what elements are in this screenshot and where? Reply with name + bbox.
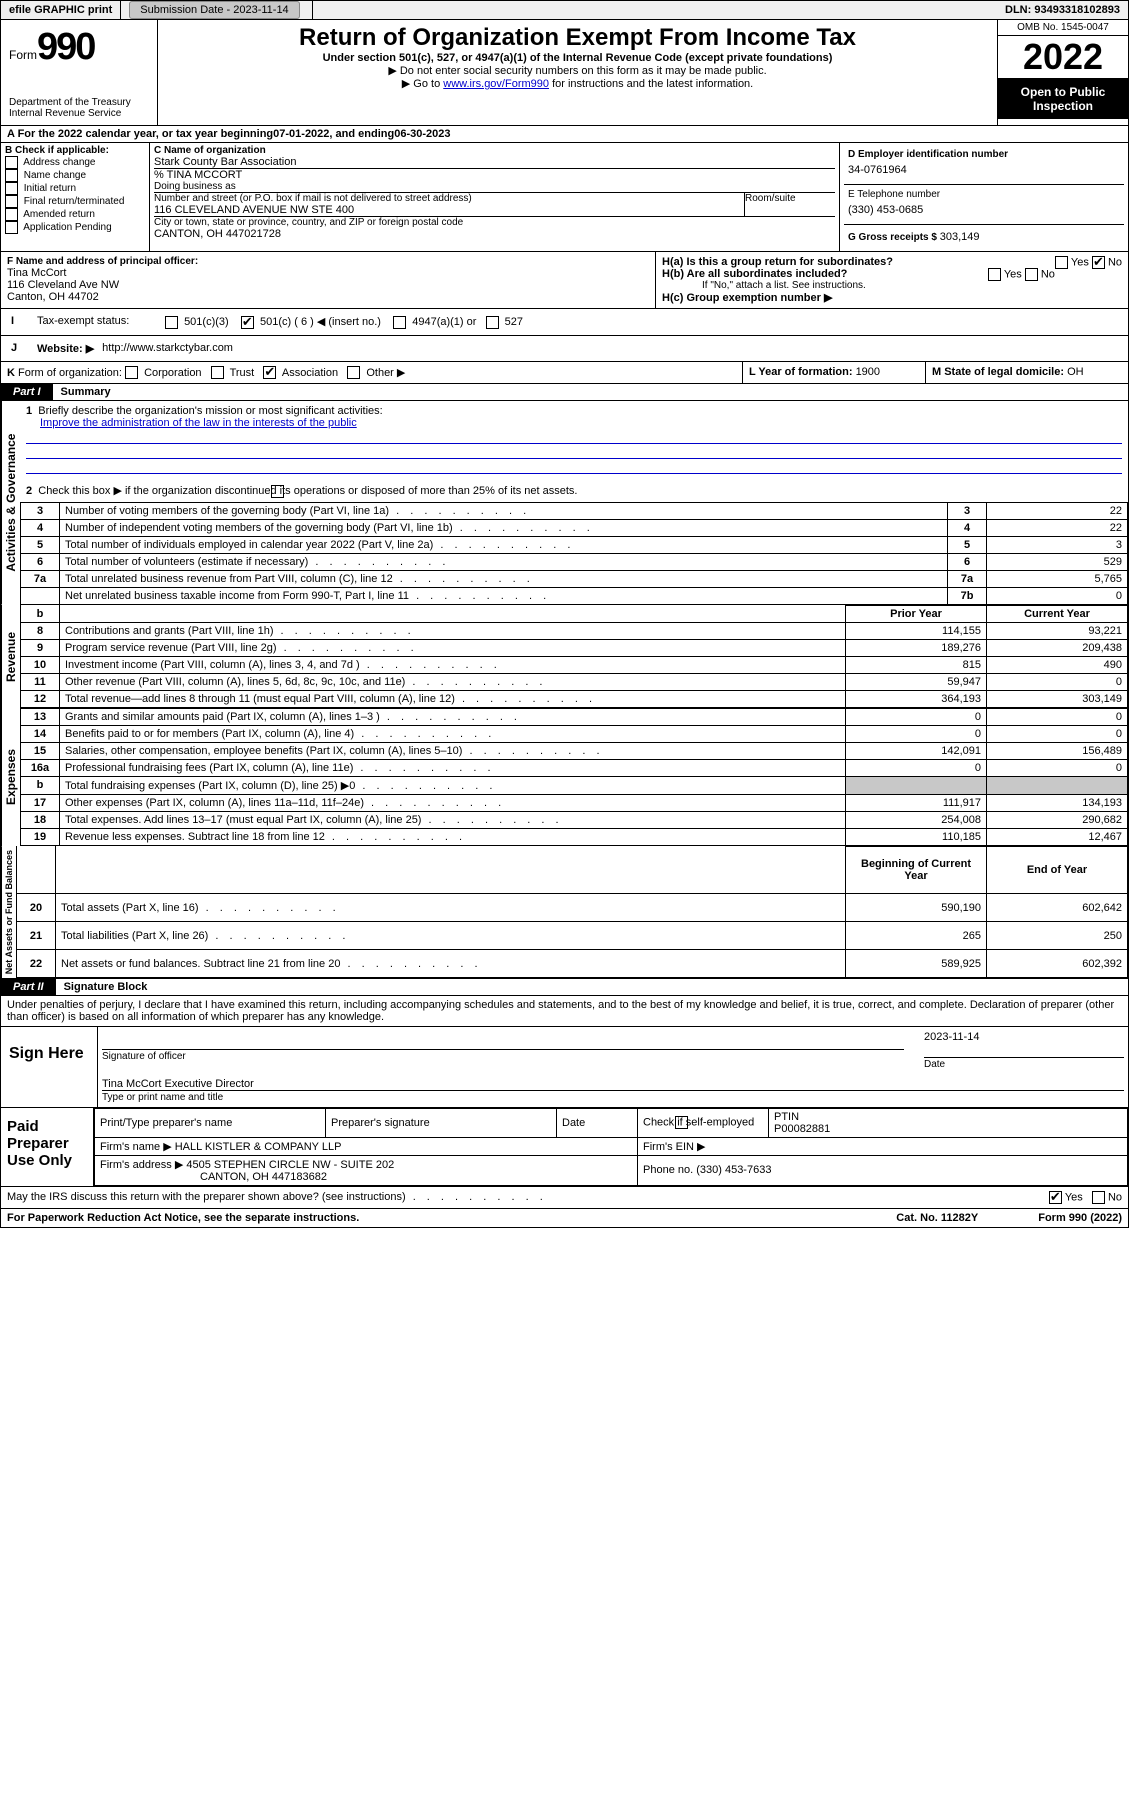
discuss-yes-checkbox[interactable]	[1049, 1191, 1062, 1204]
open-inspection-label: Open to Public Inspection	[998, 79, 1128, 119]
city-label: City or town, state or province, country…	[154, 217, 835, 228]
form-number: Form990	[9, 26, 149, 69]
officer-addr1: 116 Cleveland Ave NW	[7, 279, 649, 291]
form-subtitle-1: Under section 501(c), 527, or 4947(a)(1)…	[162, 52, 993, 64]
officer-group-block: F Name and address of principal officer:…	[0, 252, 1129, 309]
summary-expenses: Expenses 13Grants and similar amounts pa…	[0, 708, 1129, 846]
page-footer: For Paperwork Reduction Act Notice, see …	[0, 1209, 1129, 1228]
ha-label: H(a) Is this a group return for subordin…	[662, 256, 893, 268]
expenses-table: 13Grants and similar amounts paid (Part …	[20, 708, 1128, 846]
summary-governance: Activities & Governance 1 Briefly descri…	[0, 401, 1129, 605]
part1-header: Part I Summary	[0, 384, 1129, 401]
discuss-no-checkbox[interactable]	[1092, 1191, 1105, 1204]
sign-here-section: Sign Here Signature of officer 2023-11-1…	[0, 1027, 1129, 1108]
form-title: Return of Organization Exempt From Incom…	[162, 24, 993, 52]
period-row: A For the 2022 calendar year, or tax yea…	[0, 126, 1129, 143]
org-info-block: B Check if applicable: Address change Na…	[0, 143, 1129, 252]
city-value: CANTON, OH 447021728	[154, 228, 835, 240]
boxb-checkbox[interactable]	[5, 156, 18, 169]
hb-yes-checkbox[interactable]	[988, 268, 1001, 281]
boxk-checkbox[interactable]	[125, 366, 138, 379]
efile-label: efile GRAPHIC print	[1, 1, 121, 19]
box-c-name-label: C Name of organization	[154, 145, 835, 156]
ha-yes-checkbox[interactable]	[1055, 256, 1068, 269]
mission-text[interactable]: Improve the administration of the law in…	[40, 417, 357, 429]
527-checkbox[interactable]	[486, 316, 499, 329]
ha-no-checkbox[interactable]	[1092, 256, 1105, 269]
org-name: Stark County Bar Association	[154, 156, 835, 168]
vlabel-revenue: Revenue	[1, 605, 20, 708]
netassets-table: Beginning of Current YearEnd of Year20To…	[16, 846, 1128, 978]
submission-date-button[interactable]: Submission Date - 2023-11-14	[129, 1, 299, 19]
revenue-table: bPrior YearCurrent Year8Contributions an…	[20, 605, 1128, 708]
paid-preparer-section: Paid Preparer Use Only Print/Type prepar…	[0, 1108, 1129, 1187]
officer-name: Tina McCort	[7, 267, 649, 279]
vlabel-netassets: Net Assets or Fund Balances	[1, 846, 16, 978]
phone-value: (330) 453-0685	[848, 200, 1120, 220]
vlabel-governance: Activities & Governance	[1, 401, 20, 605]
summary-revenue: Revenue bPrior YearCurrent Year8Contribu…	[0, 605, 1129, 708]
boxb-checkbox[interactable]	[5, 208, 18, 221]
box-f-label: F Name and address of principal officer:	[7, 256, 649, 267]
website-row: J Website: ▶ http://www.starkctybar.com	[0, 336, 1129, 362]
4947-checkbox[interactable]	[393, 316, 406, 329]
part2-header: Part II Signature Block	[0, 979, 1129, 996]
irs-link[interactable]: www.irs.gov/Form990	[443, 78, 549, 90]
officer-addr2: Canton, OH 44702	[7, 291, 649, 303]
hc-label: H(c) Group exemption number ▶	[662, 291, 1122, 304]
governance-table: 3Number of voting members of the governi…	[20, 502, 1128, 605]
website-value: http://www.starkctybar.com	[98, 340, 237, 357]
street-label: Number and street (or P.O. box if mail i…	[154, 193, 744, 204]
klm-row: K Form of organization: Corporation Trus…	[0, 362, 1129, 385]
form-subtitle-2: ▶ Do not enter social security numbers o…	[162, 64, 993, 77]
501c-checkbox[interactable]	[241, 316, 254, 329]
boxb-checkbox[interactable]	[5, 195, 18, 208]
vlabel-expenses: Expenses	[1, 708, 20, 846]
box-e-label: E Telephone number	[848, 189, 1120, 200]
topbar: efile GRAPHIC print Submission Date - 20…	[0, 0, 1129, 20]
declaration-text: Under penalties of perjury, I declare th…	[0, 996, 1129, 1027]
box-b-label: B Check if applicable:	[5, 145, 145, 156]
box-g-label: G Gross receipts $	[848, 232, 940, 243]
hb-note: If "No," attach a list. See instructions…	[662, 280, 1122, 291]
discontinued-checkbox[interactable]	[271, 485, 284, 498]
summary-netassets: Net Assets or Fund Balances Beginning of…	[0, 846, 1129, 979]
boxb-checkbox[interactable]	[5, 169, 18, 182]
box-d-label: D Employer identification number	[848, 149, 1120, 160]
department-label: Department of the Treasury Internal Reve…	[9, 97, 149, 119]
dba-label: Doing business as	[154, 181, 835, 192]
boxk-checkbox[interactable]	[347, 366, 360, 379]
street-address: 116 CLEVELAND AVENUE NW STE 400	[154, 204, 744, 216]
care-of: % TINA MCCORT	[154, 169, 835, 181]
dln-label: DLN: 93493318102893	[997, 1, 1128, 19]
form-subtitle-3: ▶ Go to www.irs.gov/Form990 for instruct…	[162, 77, 993, 90]
boxk-checkbox[interactable]	[211, 366, 224, 379]
boxb-checkbox[interactable]	[5, 221, 18, 234]
hb-label: H(b) Are all subordinates included?	[662, 268, 847, 280]
gross-receipts: 303,149	[940, 231, 980, 243]
self-employed-checkbox[interactable]	[675, 1116, 688, 1129]
501c3-checkbox[interactable]	[165, 316, 178, 329]
form-header: Form990 Department of the Treasury Inter…	[0, 20, 1129, 126]
discuss-row: May the IRS discuss this return with the…	[0, 1187, 1129, 1209]
hb-no-checkbox[interactable]	[1025, 268, 1038, 281]
boxb-checkbox[interactable]	[5, 182, 18, 195]
boxk-checkbox[interactable]	[263, 366, 276, 379]
tax-year: 2022	[998, 36, 1128, 79]
room-label: Room/suite	[745, 193, 835, 204]
omb-number: OMB No. 1545-0047	[998, 20, 1128, 36]
tax-exempt-row: I Tax-exempt status: 501(c)(3) 501(c) ( …	[0, 309, 1129, 336]
ein-value: 34-0761964	[848, 160, 1120, 180]
